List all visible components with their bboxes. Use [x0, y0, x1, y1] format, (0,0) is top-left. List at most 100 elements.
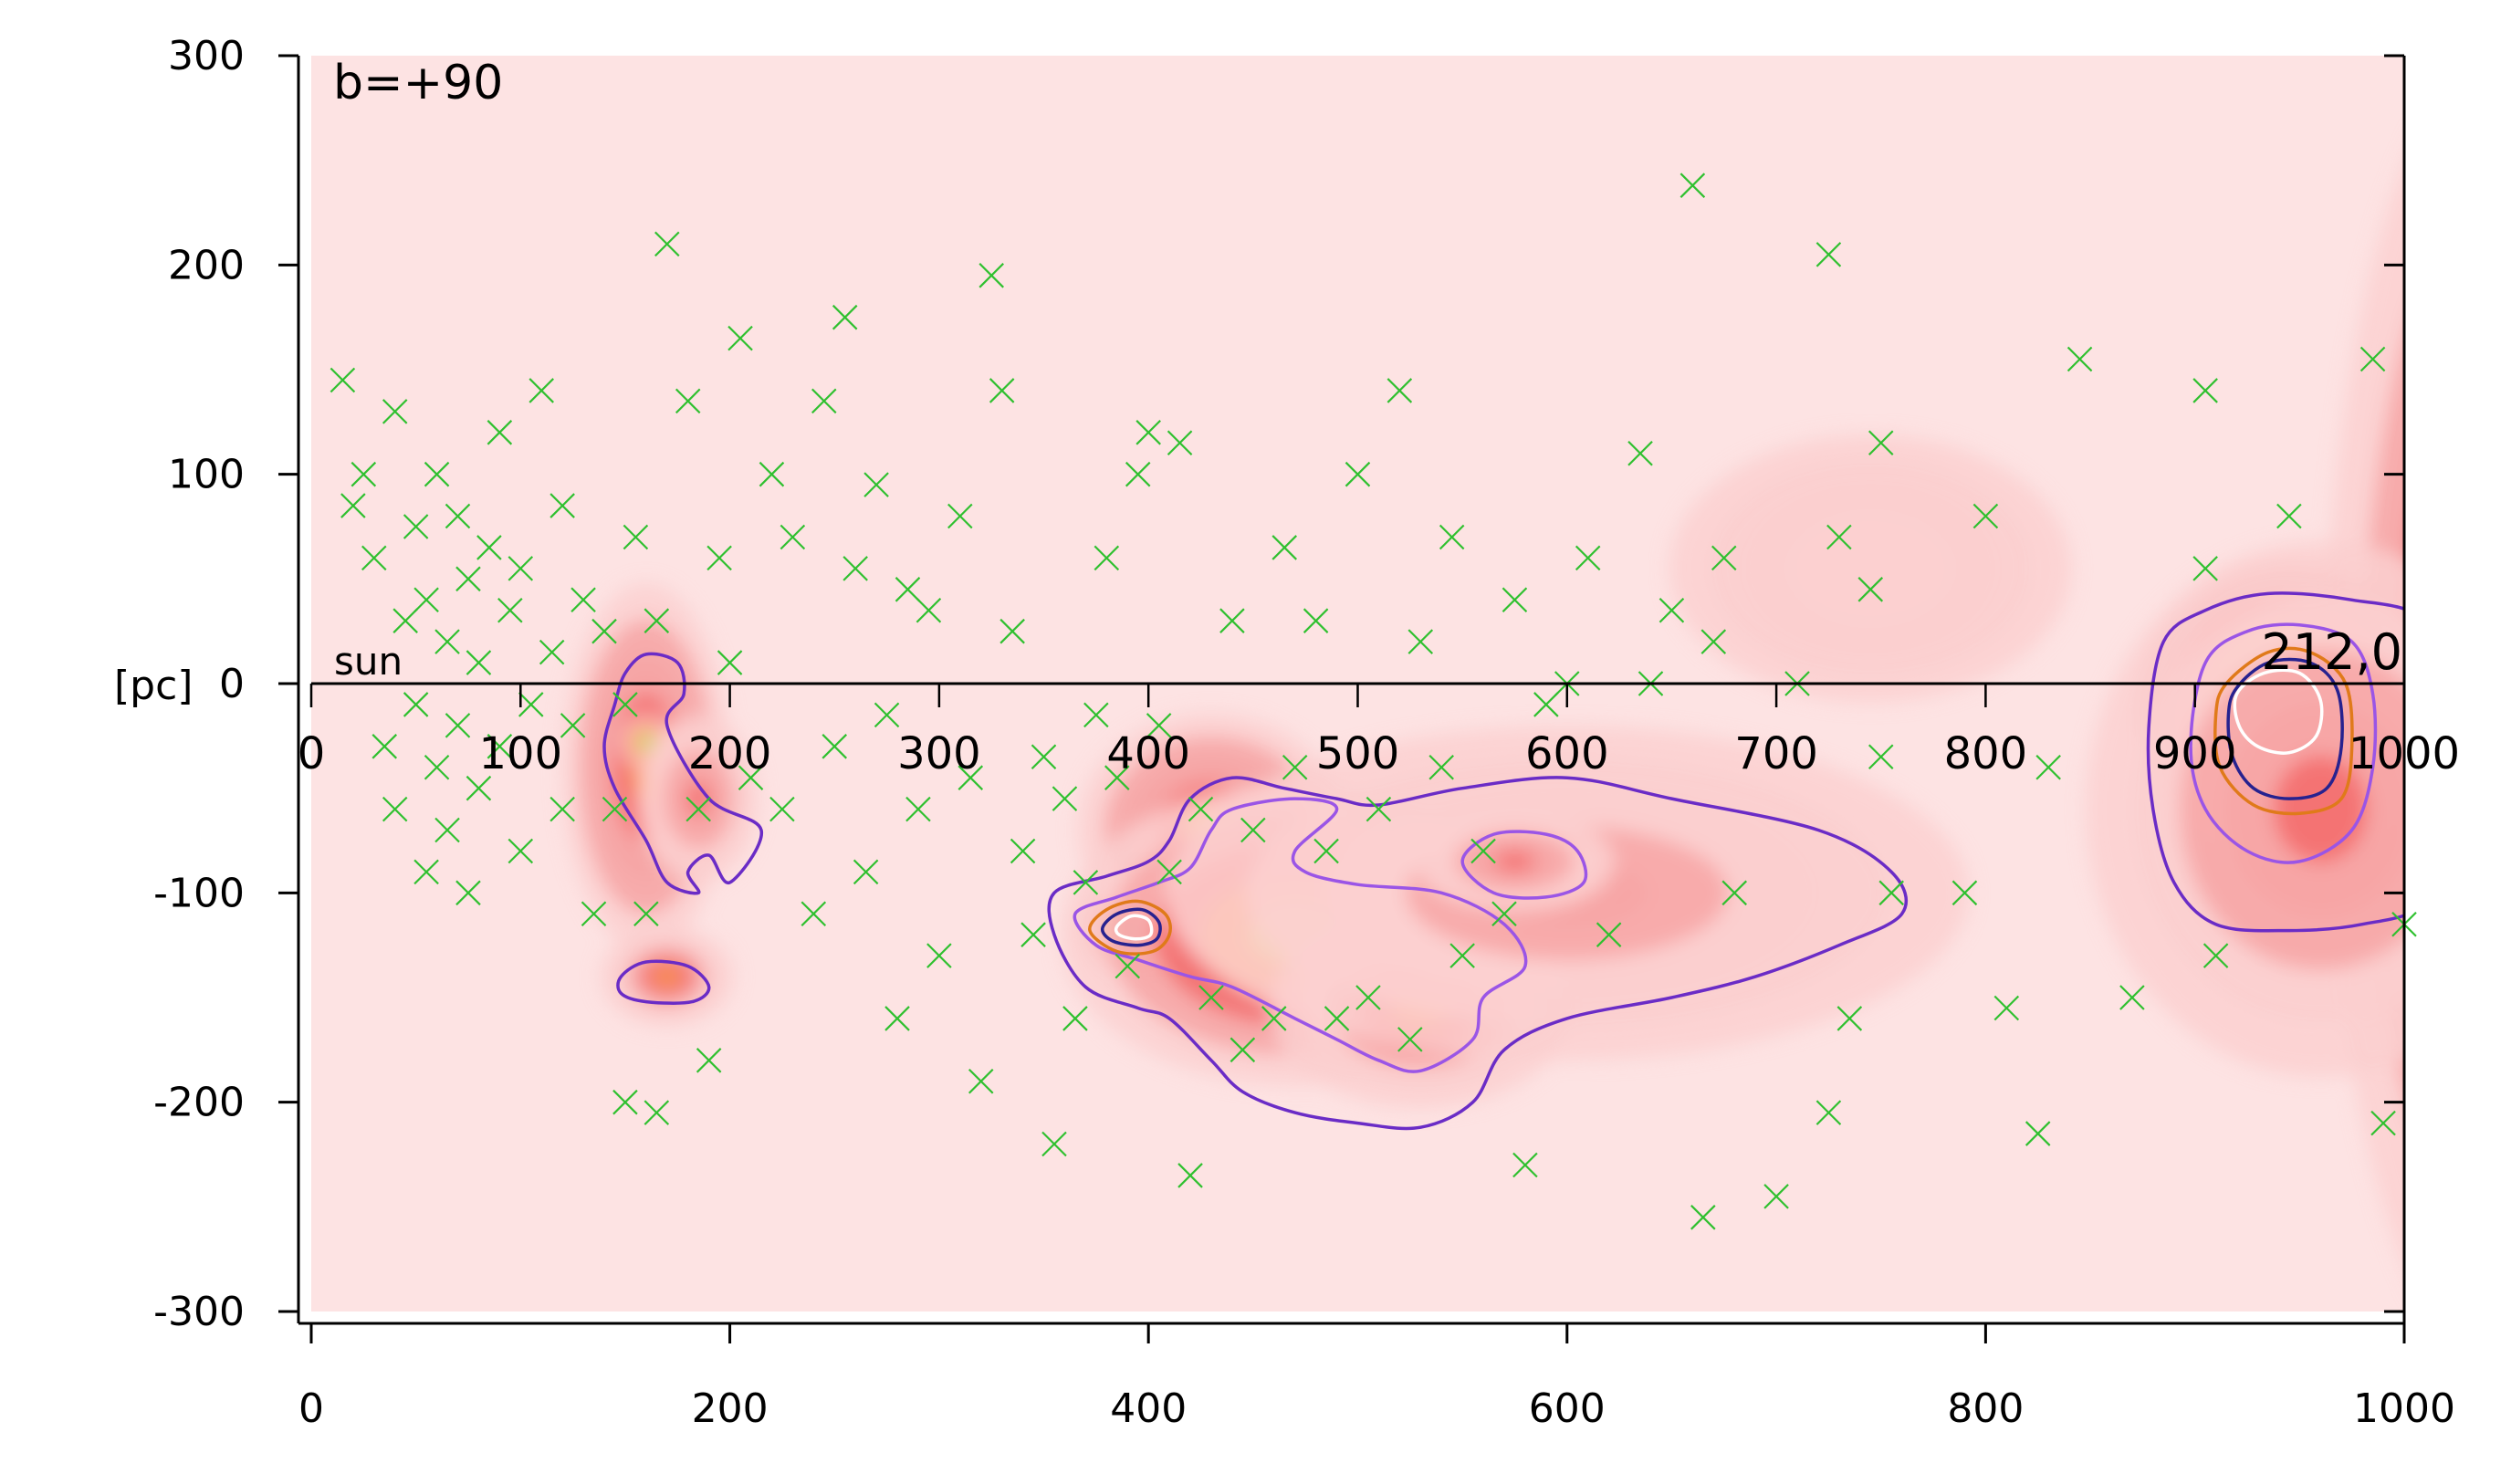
- star-marker-stroke: [1271, 535, 1298, 560]
- star-marker-stroke: [1993, 995, 2020, 1021]
- star-marker: [403, 692, 429, 717]
- density-blob: [2398, 586, 2404, 844]
- star-marker: [539, 639, 565, 665]
- star-markers: [330, 172, 2417, 1230]
- star-marker: [466, 775, 492, 801]
- star-marker: [392, 608, 418, 633]
- star-marker-stroke: [466, 775, 492, 801]
- star-marker: [1449, 943, 1475, 968]
- star-marker-stroke: [1501, 587, 1528, 613]
- star-marker: [612, 692, 638, 717]
- star-marker: [1104, 765, 1130, 790]
- star-marker-stroke: [915, 597, 942, 623]
- star-marker: [1972, 503, 1999, 529]
- star-marker-stroke: [1627, 440, 1653, 466]
- star-marker-stroke: [581, 901, 607, 927]
- star-marker-stroke: [1575, 545, 1601, 571]
- star-marker-stroke: [1679, 172, 1706, 198]
- star-marker: [528, 378, 555, 403]
- star-marker-stroke: [1470, 838, 1496, 864]
- x-axis: 0 200 400 600 800 1000: [298, 1323, 2455, 1432]
- star-marker-stroke: [476, 535, 502, 560]
- star-marker: [1868, 430, 1894, 456]
- star-marker-stroke: [1721, 880, 1748, 906]
- star-marker-stroke: [717, 650, 743, 675]
- star-marker-stroke: [926, 943, 952, 968]
- star-marker: [466, 650, 492, 675]
- star-marker-stroke: [371, 734, 398, 759]
- star-marker-stroke: [1355, 985, 1381, 1010]
- sightline-tick-label: 700: [1734, 728, 1818, 779]
- star-marker: [1198, 985, 1224, 1010]
- star-marker: [1062, 1006, 1088, 1031]
- star-marker: [1051, 786, 1078, 811]
- star-marker: [874, 702, 900, 728]
- star-marker-stroke: [759, 461, 785, 487]
- star-marker: [455, 880, 481, 906]
- contour-line: [1072, 797, 1528, 1073]
- star-marker-stroke: [612, 692, 638, 717]
- star-marker: [382, 399, 408, 424]
- star-marker-stroke: [507, 838, 534, 864]
- star-marker-stroke: [466, 650, 492, 675]
- star-marker-stroke: [361, 545, 387, 571]
- star-marker-stroke: [769, 796, 795, 822]
- star-marker: [1020, 922, 1046, 947]
- star-marker: [1386, 378, 1413, 403]
- star-marker-stroke: [549, 493, 575, 518]
- star-marker-stroke: [905, 796, 931, 822]
- star-marker-stroke: [633, 901, 659, 927]
- star-marker-stroke: [1815, 242, 1842, 267]
- star-marker: [1868, 744, 1894, 770]
- star-marker: [999, 618, 1025, 644]
- star-marker-stroke: [403, 514, 429, 539]
- star-marker-stroke: [1491, 901, 1517, 927]
- star-marker: [989, 378, 1015, 403]
- star-marker-stroke: [874, 702, 900, 728]
- heatmap-layer: [311, 56, 2404, 1312]
- star-marker-stroke: [1449, 943, 1475, 968]
- star-marker-stroke: [2024, 1121, 2051, 1146]
- star-marker: [371, 734, 398, 759]
- star-marker: [1187, 796, 1214, 822]
- star-marker: [1282, 754, 1308, 780]
- star-marker-stroke: [821, 734, 848, 759]
- panel-label: b=+90: [333, 56, 503, 110]
- star-marker-stroke: [643, 1100, 670, 1125]
- star-marker: [434, 629, 460, 654]
- star-marker-stroke: [2192, 556, 2218, 581]
- star-marker-stroke: [1135, 420, 1161, 445]
- star-marker-stroke: [1700, 629, 1727, 654]
- star-marker: [361, 545, 387, 571]
- density-blob: [654, 967, 681, 988]
- star-marker-stroke: [1104, 765, 1130, 790]
- star-marker-stroke: [1972, 503, 1999, 529]
- star-marker-stroke: [1083, 702, 1109, 728]
- star-marker-stroke: [528, 378, 555, 403]
- star-marker-stroke: [2119, 985, 2145, 1010]
- star-marker-stroke: [654, 231, 680, 257]
- sightline-tick-label: 800: [1944, 728, 2028, 779]
- star-marker: [1627, 440, 1653, 466]
- star-marker: [643, 1100, 670, 1125]
- star-marker: [2192, 556, 2218, 581]
- star-marker: [947, 503, 973, 529]
- star-marker-stroke: [811, 388, 837, 414]
- star-marker: [549, 796, 575, 822]
- star-marker: [1219, 608, 1245, 633]
- star-marker-stroke: [1041, 1131, 1067, 1157]
- star-marker-stroke: [1596, 922, 1622, 947]
- star-marker-stroke: [455, 566, 481, 592]
- star-marker: [1344, 461, 1371, 487]
- star-marker-stroke: [1031, 744, 1057, 770]
- star-marker-stroke: [1344, 461, 1371, 487]
- star-marker-stroke: [1428, 754, 1454, 780]
- y-tick-label: -100: [153, 870, 245, 916]
- star-marker-stroke: [1072, 870, 1099, 895]
- star-marker: [1826, 524, 1852, 550]
- star-marker: [1313, 838, 1339, 864]
- star-marker-stroke: [1868, 744, 1894, 770]
- star-marker: [2276, 503, 2302, 529]
- star-marker: [623, 524, 649, 550]
